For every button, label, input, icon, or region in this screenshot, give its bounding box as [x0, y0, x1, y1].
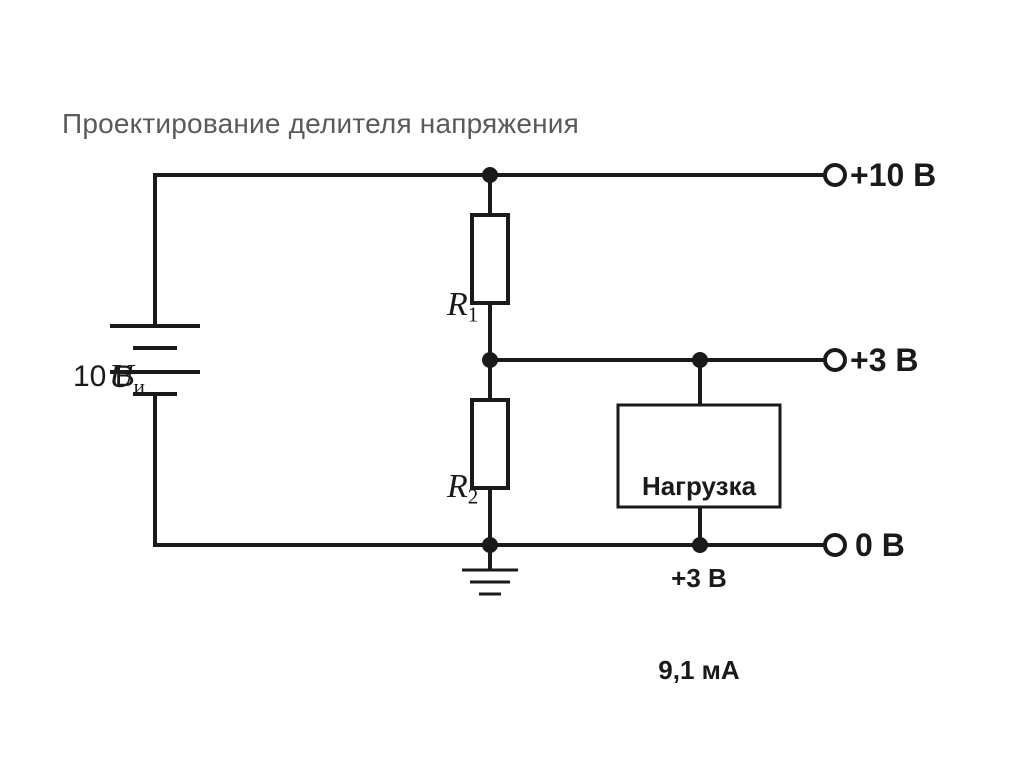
terminal-top-label: +10 В — [850, 157, 936, 194]
r1-label: R1 — [413, 248, 478, 365]
source-value: 10 В — [73, 360, 135, 394]
node-mid-load — [692, 352, 708, 368]
source-symbol-sub: и — [134, 374, 145, 398]
r1-sub: 1 — [468, 302, 479, 326]
terminal-mid-label: +3 В — [850, 342, 918, 379]
r2-sub: 2 — [468, 484, 479, 508]
r2-label: R2 — [413, 430, 478, 547]
load-line1: Нагрузка — [620, 471, 778, 502]
terminal-mid — [825, 350, 845, 370]
terminal-bottom — [825, 535, 845, 555]
terminal-top — [825, 165, 845, 185]
terminal-bottom-label: 0 В — [855, 527, 905, 564]
r1-letter: R — [447, 286, 468, 323]
node-mid-divider — [482, 352, 498, 368]
circuit-canvas: Проектирование делителя напряжения — [0, 0, 1024, 767]
r2-letter: R — [447, 468, 468, 505]
circuit-svg — [0, 0, 1024, 767]
load-text: Нагрузка +3 В 9,1 мА — [620, 410, 778, 747]
node-bot-divider — [482, 537, 498, 553]
node-top-divider — [482, 167, 498, 183]
load-line3: 9,1 мА — [620, 655, 778, 686]
load-line2: +3 В — [620, 563, 778, 594]
